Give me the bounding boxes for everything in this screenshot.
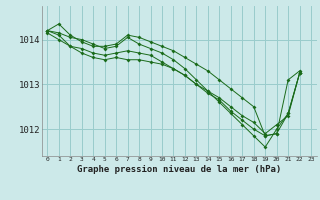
X-axis label: Graphe pression niveau de la mer (hPa): Graphe pression niveau de la mer (hPa) [77, 165, 281, 174]
